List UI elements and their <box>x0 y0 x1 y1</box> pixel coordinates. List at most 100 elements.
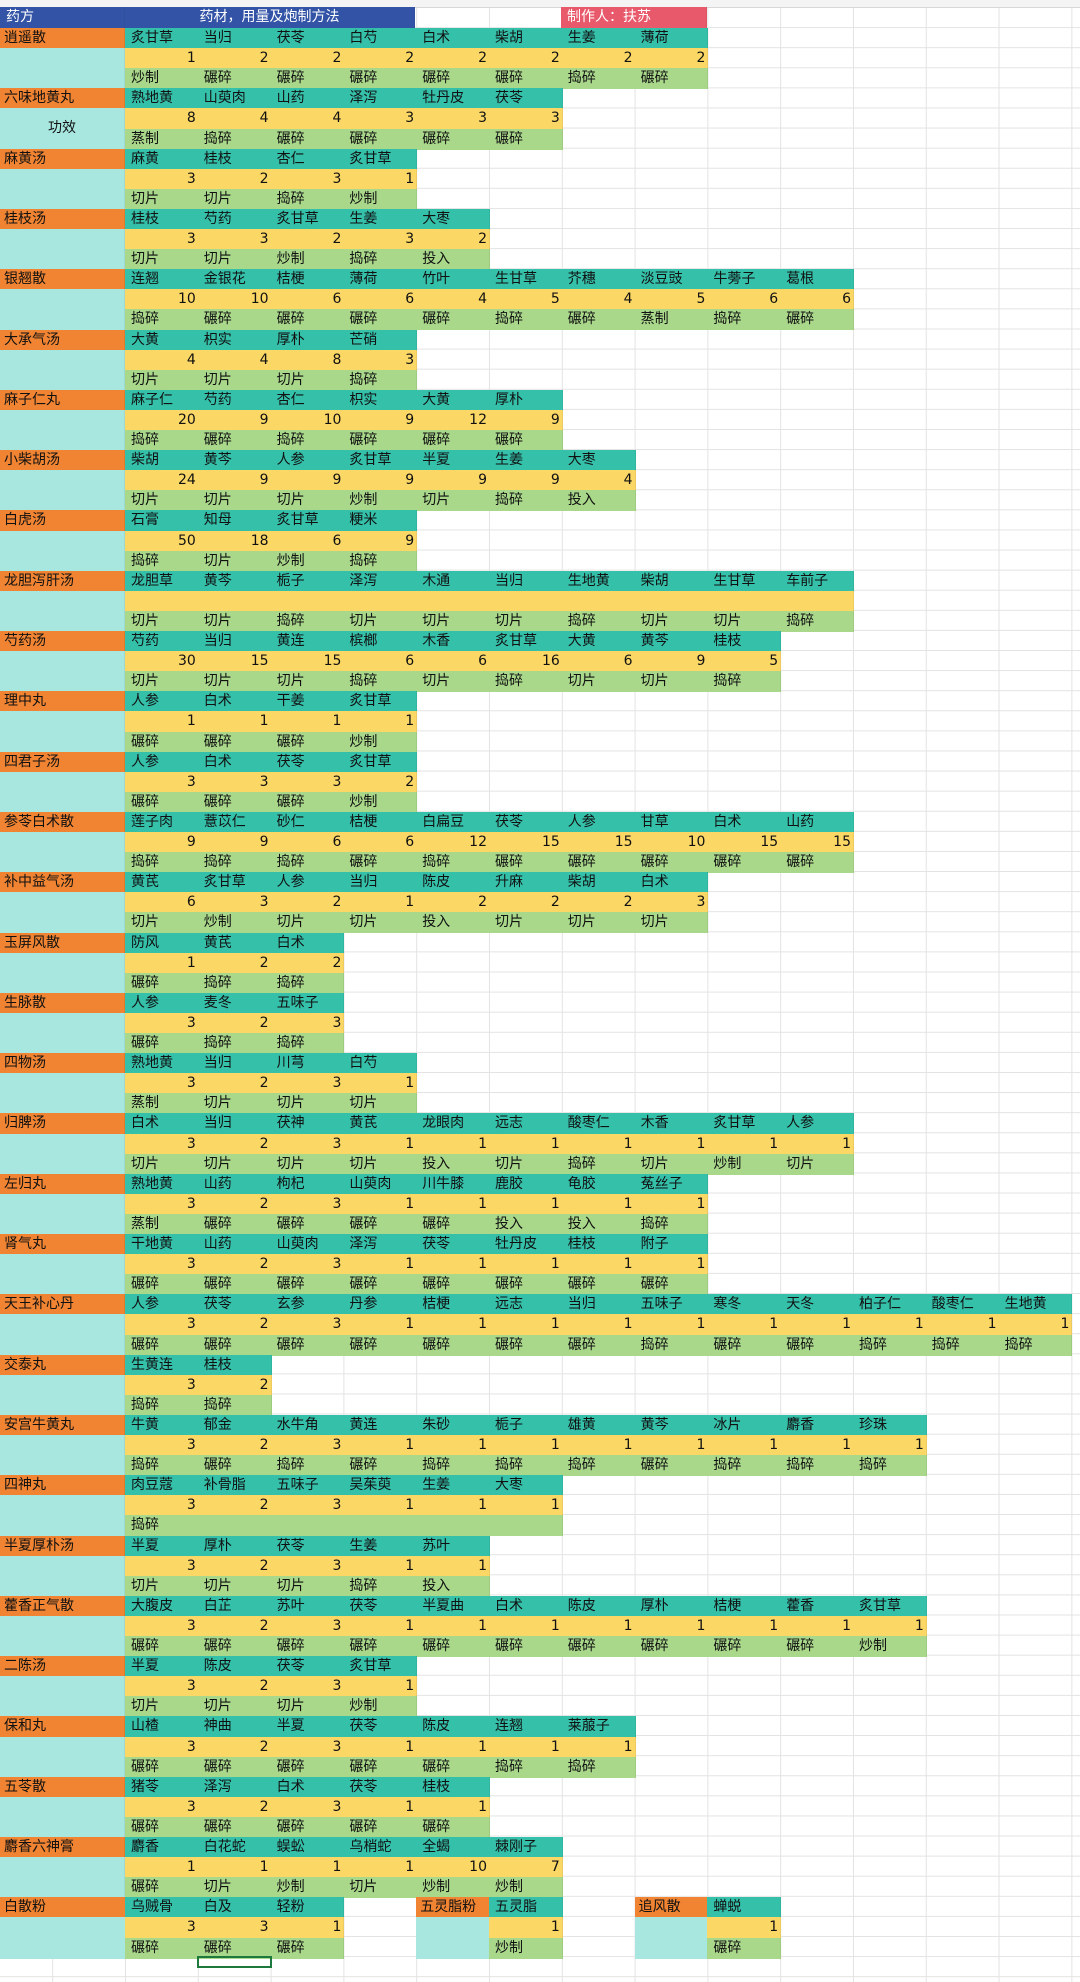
dose-cell[interactable]: 1 <box>416 1555 490 1577</box>
method-cell[interactable]: 捣碎 <box>925 1334 1000 1356</box>
dose-cell[interactable]: 9 <box>416 470 490 492</box>
method-cell[interactable]: 捣碎 <box>270 610 345 632</box>
dose-cell[interactable]: 9 <box>634 651 709 673</box>
method-cell[interactable]: 碾碎 <box>561 1334 636 1356</box>
herb-cell[interactable]: 神曲 <box>197 1716 272 1738</box>
herb-cell[interactable]: 生姜 <box>343 1535 418 1557</box>
aside-cell[interactable] <box>0 1274 125 1296</box>
method-cell[interactable]: 捣碎 <box>343 369 418 391</box>
herb-cell[interactable]: 当归 <box>197 1113 272 1135</box>
method-cell[interactable]: 碾碎 <box>780 852 854 874</box>
herb-cell[interactable]: 黄芩 <box>197 450 272 472</box>
aside-cell[interactable] <box>0 1455 125 1477</box>
aside-cell[interactable] <box>0 168 125 190</box>
method-cell[interactable]: 捣碎 <box>270 188 345 210</box>
aside-cell[interactable] <box>0 1736 125 1758</box>
aside-cell[interactable] <box>0 1857 125 1879</box>
dose-cell[interactable]: 12 <box>416 409 490 431</box>
herb-cell[interactable]: 牛蒡子 <box>707 269 782 291</box>
dose-cell[interactable]: 9 <box>197 470 272 492</box>
method-cell[interactable]: 切片 <box>197 490 272 512</box>
method-cell[interactable]: 切片 <box>343 1877 418 1899</box>
herb-cell[interactable]: 朱砂 <box>416 1414 490 1436</box>
method-cell[interactable]: 切片 <box>561 671 636 693</box>
method-cell[interactable]: 切片 <box>634 1153 709 1175</box>
dose-cell[interactable]: 1 <box>343 1133 418 1155</box>
herb-cell[interactable]: 大腹皮 <box>125 1595 199 1617</box>
aside-cell[interactable] <box>0 852 125 874</box>
aside-cell[interactable] <box>0 711 125 733</box>
method-cell[interactable]: 切片 <box>197 1575 272 1597</box>
herb-cell[interactable]: 柴胡 <box>125 450 199 472</box>
method-cell[interactable]: 投入 <box>561 1213 636 1235</box>
dose-cell[interactable]: 3 <box>270 1133 345 1155</box>
herb-cell[interactable]: 白术 <box>125 1113 199 1135</box>
method-cell[interactable]: 捣碎 <box>270 852 345 874</box>
dose-cell[interactable]: 9 <box>489 409 563 431</box>
herb-cell[interactable]: 炙甘草 <box>343 691 418 713</box>
herb-cell[interactable]: 当归 <box>197 1053 272 1075</box>
dose-cell[interactable]: 3 <box>270 1073 345 1095</box>
dose-cell[interactable]: 2 <box>197 1193 272 1215</box>
header-recipe-cell[interactable]: 药方 <box>0 7 125 28</box>
herb-cell[interactable]: 莱菔子 <box>561 1716 636 1738</box>
dose-cell[interactable]: 1 <box>416 1736 490 1758</box>
herb-cell[interactable]: 人参 <box>125 751 199 773</box>
method-cell[interactable]: 碾碎 <box>561 1636 636 1657</box>
method-cell[interactable]: 碾碎 <box>634 852 709 874</box>
method-cell[interactable]: 碾碎 <box>707 1937 782 1959</box>
herb-cell[interactable]: 半夏曲 <box>416 1595 490 1617</box>
aside-cell[interactable] <box>0 530 125 552</box>
dose-cell[interactable]: 2 <box>197 1012 272 1034</box>
aside-cell[interactable] <box>0 590 125 612</box>
method-cell[interactable]: 捣碎 <box>634 1213 709 1235</box>
dose-cell[interactable]: 15 <box>707 832 782 853</box>
dose-cell[interactable]: 15 <box>197 651 272 673</box>
dose-cell[interactable]: 6 <box>780 289 854 311</box>
method-cell[interactable]: 捣碎 <box>707 671 782 693</box>
method-cell[interactable]: 切片 <box>197 550 272 572</box>
method-cell[interactable]: 切片 <box>343 610 418 632</box>
herb-cell[interactable]: 茯苓 <box>489 88 563 110</box>
herb-cell[interactable]: 白术 <box>416 28 490 49</box>
herb-cell[interactable]: 生黄连 <box>125 1354 199 1376</box>
dose-cell[interactable]: 1 <box>707 1314 782 1336</box>
herb-cell[interactable]: 雄黄 <box>561 1414 636 1436</box>
dose-cell[interactable]: 3 <box>270 1495 345 1517</box>
method-cell[interactable]: 捣碎 <box>270 1455 345 1477</box>
aside-cell[interactable] <box>0 671 125 693</box>
herb-cell[interactable]: 牛黄 <box>125 1414 199 1436</box>
herb-cell[interactable]: 泽泻 <box>343 1234 418 1255</box>
dose-cell[interactable]: 1 <box>780 1314 854 1336</box>
dose-cell[interactable]: 1 <box>489 1133 563 1155</box>
efficacy-label-cell[interactable]: 功效 <box>0 108 125 150</box>
method-cell[interactable]: 切片 <box>634 610 709 632</box>
recipe-name-cell[interactable]: 补中益气汤 <box>0 872 125 894</box>
method-cell[interactable]: 碾碎 <box>197 309 272 331</box>
recipe-name-cell[interactable]: 藿香正气散 <box>0 1595 125 1617</box>
method-cell[interactable]: 捣碎 <box>197 1394 272 1416</box>
method-cell[interactable]: 碾碎 <box>270 731 345 753</box>
dose-cell[interactable]: 1 <box>853 1615 927 1637</box>
method-cell[interactable]: 捣碎 <box>489 1455 563 1477</box>
method-cell[interactable]: 碾碎 <box>489 68 563 90</box>
method-cell[interactable]: 碾碎 <box>197 731 272 753</box>
dose-cell[interactable]: 3 <box>270 1555 345 1577</box>
dose-cell[interactable]: 1 <box>634 1615 709 1637</box>
aside-cell[interactable] <box>0 490 125 512</box>
method-cell[interactable]: 切片 <box>270 1575 345 1597</box>
herb-cell[interactable]: 厚朴 <box>634 1595 709 1617</box>
aside-cell[interactable] <box>0 1696 125 1718</box>
dose-cell[interactable] <box>780 590 854 612</box>
dose-cell[interactable]: 20 <box>125 409 199 431</box>
dose-cell[interactable]: 6 <box>416 651 490 673</box>
aside-cell[interactable] <box>0 1193 125 1215</box>
aside-cell[interactable] <box>0 409 125 431</box>
dose-cell[interactable]: 3 <box>125 1254 199 1276</box>
aside-cell[interactable] <box>0 1756 125 1778</box>
method-cell[interactable]: 捣碎 <box>489 671 563 693</box>
method-cell[interactable]: 投入 <box>416 912 490 934</box>
dose-cell[interactable]: 1 <box>125 48 199 70</box>
dose-cell[interactable]: 3 <box>125 1796 199 1818</box>
aside-cell[interactable] <box>0 1495 125 1517</box>
